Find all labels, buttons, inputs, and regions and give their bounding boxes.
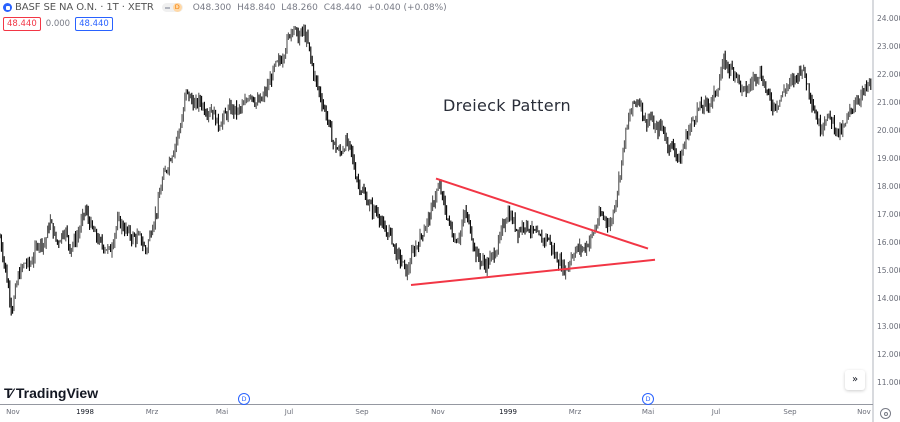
time-tick-label: 1999 (499, 408, 517, 416)
price-tick-label: 15.000 (877, 266, 900, 275)
price-tick-label: 13.000 (877, 322, 900, 331)
price-tick-label: 11.000 (877, 378, 900, 387)
symbol-logo-icon (3, 3, 12, 12)
high-value: H48.840 (237, 2, 276, 13)
dividend-marker-icon[interactable]: D (238, 393, 250, 405)
triangle-upper-trendline (435, 177, 649, 250)
price-tick-label: 14.000 (877, 294, 900, 303)
change-value: +0.040 (+0.08%) (367, 2, 447, 13)
time-tick-label: 1998 (76, 408, 94, 416)
market-status-pill[interactable]: D (161, 3, 183, 12)
tradingview-logo[interactable]: T⁄ TradingView (4, 385, 98, 401)
trade-values: 48.440 0.000 48.440 (3, 17, 113, 31)
price-tick-label: 19.000 (877, 154, 900, 163)
close-value: C48.440 (323, 2, 362, 13)
delayed-data-badge: D (172, 3, 182, 12)
axis-settings-icon[interactable] (880, 408, 891, 419)
symbol-legend[interactable]: BASF SE NA O.N. · 1T · XETR D O48.300 H4… (3, 2, 450, 13)
sell-button[interactable]: 48.440 (3, 17, 41, 31)
tradingview-logo-icon: T⁄ (4, 385, 13, 401)
time-tick-label: Nov (6, 408, 20, 416)
time-tick-label: Nov (431, 408, 445, 416)
logo-text: TradingView (15, 385, 99, 401)
price-tick-label: 21.000 (877, 98, 900, 107)
price-tick-label: 18.000 (877, 182, 900, 191)
time-tick-label: Mai (641, 408, 655, 416)
price-tick-label: 20.000 (877, 126, 900, 135)
price-tick-label: 22.000 (877, 70, 900, 79)
time-tick-label: Mrz (145, 408, 159, 416)
price-tick-label: 12.000 (877, 350, 900, 359)
price-tick-label: 17.000 (877, 210, 900, 219)
dividend-marker-icon[interactable]: D (642, 393, 654, 405)
buy-button[interactable]: 48.440 (75, 17, 113, 31)
ohlc-values: O48.300 H48.840 L48.260 C48.440 +0.040 (… (193, 3, 450, 13)
time-tick-label: Mai (215, 408, 229, 416)
price-tick-label: 16.000 (877, 238, 900, 247)
price-tick-label: 23.000 (877, 42, 900, 51)
low-value: L48.260 (281, 2, 318, 13)
minus-icon (164, 6, 170, 9)
triangle-lower-trendline (410, 258, 656, 286)
time-tick-label: Jul (711, 408, 721, 416)
time-tick-label: Mrz (568, 408, 582, 416)
time-tick-label: Nov (857, 408, 871, 416)
ohlc-bars (0, 24, 872, 316)
time-tick-label: Sep (783, 408, 797, 416)
scroll-to-realtime-button[interactable]: » (845, 370, 865, 390)
open-value: O48.300 (192, 2, 232, 13)
symbol-title[interactable]: BASF SE NA O.N. · 1T · XETR (15, 2, 154, 13)
time-tick-label: Sep (355, 408, 369, 416)
chart-annotation-text[interactable]: Dreieck Pattern (443, 96, 571, 115)
spread-value: 0.000 (45, 19, 71, 29)
time-tick-label: Jul (284, 408, 294, 416)
price-tick-label: 24.000 (877, 14, 900, 23)
